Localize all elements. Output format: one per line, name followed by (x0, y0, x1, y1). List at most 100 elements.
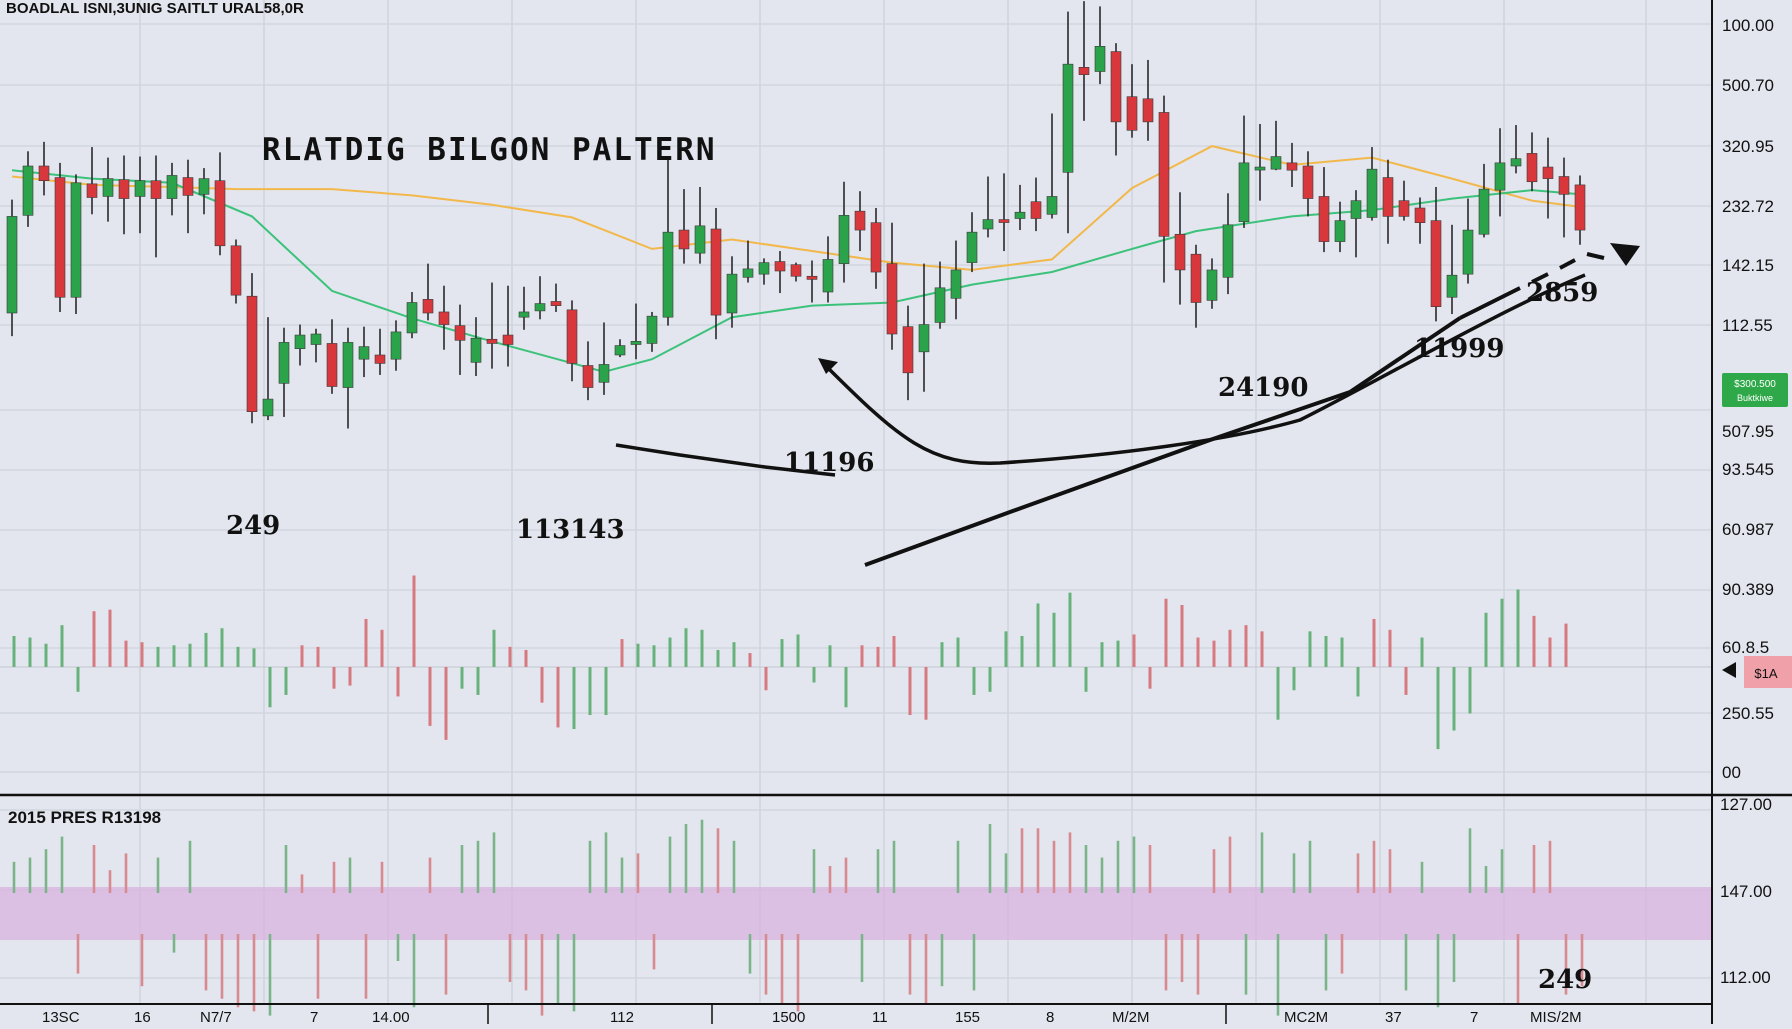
candle-up (1510, 158, 1522, 167)
candle-up (1222, 224, 1234, 278)
price-axis-label: 507.95 (1722, 422, 1774, 441)
time-axis-label: 8 (1046, 1009, 1054, 1024)
annotation-label: 249 (226, 511, 280, 541)
candle-down (502, 334, 514, 345)
candle-down (566, 309, 578, 364)
candle-down (1286, 162, 1298, 171)
moving-average-fast (11, 169, 1581, 373)
time-axis-label: 37 (1385, 1009, 1402, 1024)
candle-down (998, 219, 1010, 223)
price-axis-label: 100.00 (1722, 16, 1774, 35)
candle-down (150, 180, 162, 199)
candle-down (1526, 153, 1538, 183)
candle-down (38, 165, 50, 181)
candle-down (1382, 177, 1394, 217)
candle-down (1430, 220, 1442, 308)
time-axis-label: 16 (134, 1009, 151, 1024)
last-price-label: Buktkiwe (1737, 393, 1773, 403)
price-axis-label: 142.15 (1722, 256, 1774, 275)
annotation-label: 24190 (1218, 373, 1308, 403)
time-axis-label: 1500 (772, 1009, 805, 1024)
annotation-label: 11999 (1414, 334, 1504, 364)
candle-down (1110, 51, 1122, 123)
candle-down (214, 180, 226, 247)
candle-down (1574, 184, 1586, 231)
candle-up (646, 315, 658, 344)
candle-down (1174, 233, 1186, 271)
time-axis-label: 7 (1470, 1009, 1478, 1024)
candle-down (246, 295, 258, 413)
candle-down (454, 325, 466, 341)
time-axis-label: MIS/2M (1530, 1009, 1582, 1024)
moving-average-slow (11, 145, 1581, 271)
candle-up (358, 346, 370, 360)
candle-down (678, 229, 690, 250)
candle-down (1558, 176, 1570, 195)
time-axis-label: 7 (310, 1009, 318, 1024)
candle-down (438, 311, 450, 325)
price-axis-label: 60.987 (1722, 520, 1774, 539)
candle-up (6, 216, 18, 314)
volume-pointer-icon (1722, 662, 1736, 678)
candle-up (198, 178, 210, 195)
candle-up (630, 341, 642, 345)
candle-up (966, 231, 978, 263)
indicator-label: 2015 PRES R13198 (8, 808, 161, 827)
candle-up (1334, 220, 1346, 242)
candle-down (118, 179, 130, 199)
candle-down (790, 264, 802, 277)
candle-down (774, 261, 786, 272)
moving-averages (11, 145, 1581, 373)
arrowhead-upper-left (818, 358, 838, 374)
candle-up (726, 273, 738, 314)
candle-up (390, 331, 402, 360)
candle-up (918, 324, 930, 353)
candle-down (230, 245, 242, 296)
candle-down (1158, 112, 1170, 237)
candle-up (934, 287, 946, 323)
arrowhead-upper-right (1610, 243, 1640, 266)
candle-down (1414, 207, 1426, 223)
candle-up (982, 219, 994, 230)
candle-up (1494, 162, 1506, 191)
indicator-y-label: 127.00 (1720, 795, 1772, 814)
candle-up (1270, 156, 1282, 170)
candle-up (822, 259, 834, 293)
candle-up (294, 334, 306, 349)
candle-up (694, 225, 706, 254)
candle-down (1190, 253, 1202, 303)
candle-down (1398, 200, 1410, 217)
candle-up (1062, 63, 1074, 173)
candle-down (1126, 96, 1138, 131)
candle-up (742, 268, 754, 278)
time-axis-label: 155 (955, 1009, 980, 1024)
candle-up (598, 364, 610, 383)
chart-title: RLATDIG BILGON PALTERN (262, 132, 717, 168)
indicator-bars (12, 819, 1584, 1016)
candle-down (710, 228, 722, 316)
trend-arrow-dashed (1459, 252, 1605, 320)
price-axis-label: 00 (1722, 763, 1741, 782)
candle-down (886, 263, 898, 335)
candle-up (1238, 162, 1250, 222)
volume-tag[interactable] (1744, 656, 1792, 688)
candle-up (166, 175, 178, 199)
time-axis-label: 14.00 (372, 1009, 410, 1024)
candle-down (854, 210, 866, 231)
candle-up (838, 215, 850, 264)
candle-up (1446, 274, 1458, 298)
indicator-band (0, 887, 1712, 940)
candle-up (758, 262, 770, 275)
candle-up (662, 231, 674, 318)
candle-up (950, 269, 962, 299)
candle-down (1078, 67, 1090, 75)
candle-up (1350, 200, 1362, 219)
indicator-y-label: 147.00 (1720, 882, 1772, 901)
last-price-tag[interactable] (1722, 373, 1788, 407)
candle-up (278, 342, 290, 384)
price-axis-label: 320.95 (1722, 137, 1774, 156)
volume-bars (0, 575, 1712, 750)
candle-up (534, 303, 546, 312)
candle-up (1478, 188, 1490, 235)
